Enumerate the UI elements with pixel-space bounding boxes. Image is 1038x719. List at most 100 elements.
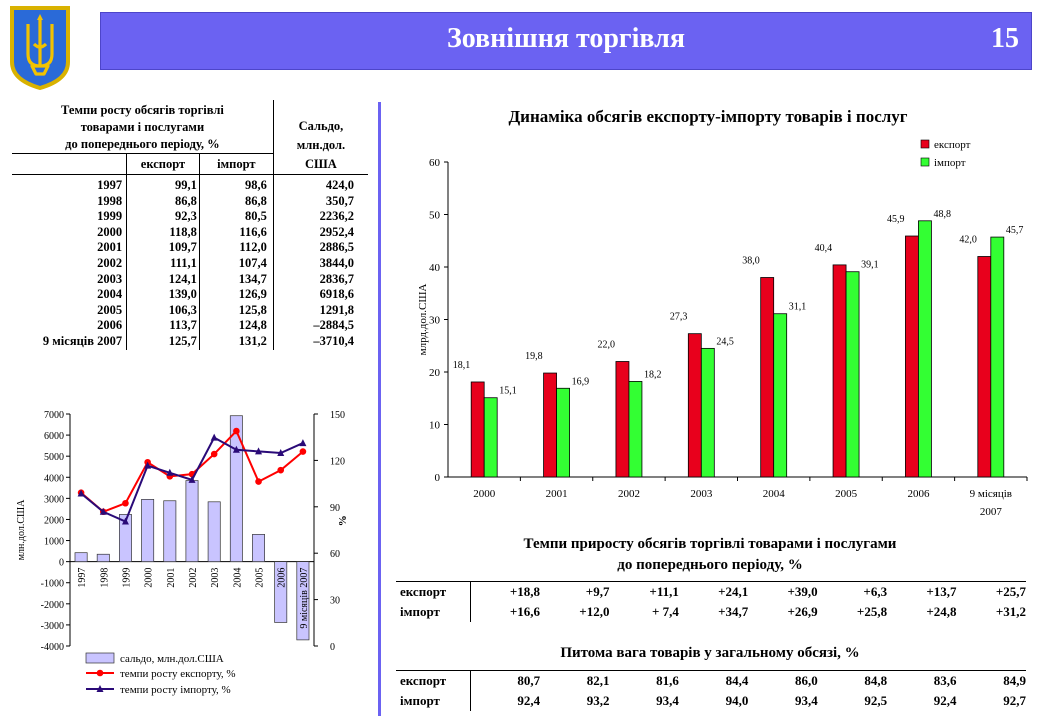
x-tick-label: 1999 (121, 568, 132, 588)
point-export-growth (255, 478, 262, 485)
left-tick-label: 6000 (44, 431, 64, 442)
x-tick-label: 2002 (618, 488, 640, 500)
bar-balance (274, 561, 288, 623)
value-cell: +31,2 (995, 604, 1026, 619)
bar-export (905, 235, 919, 478)
value-cell: +26,9 (787, 604, 818, 619)
growth-table-heading-line: до попереднього періоду, % (65, 137, 220, 151)
balance-cell: 6918,6 (319, 287, 354, 302)
x-tick-label: 2001 (546, 488, 568, 500)
bar-export (832, 264, 847, 478)
value-cell: +12,0 (579, 604, 610, 619)
value-cell: +11,1 (649, 584, 679, 599)
period-cell: 2005 (12, 302, 128, 319)
bar-balance (141, 499, 155, 562)
point-import-growth (232, 445, 240, 453)
y-tick-label: 0 (435, 472, 441, 484)
table-row: експорт 80,7 82,1 81,6 84,4 86,0 84,8 83,6 84,9 (396, 670, 1026, 691)
balance-heading-line: млн.дол. (296, 137, 346, 152)
data-label: 22,0 (597, 340, 615, 351)
import-growth-cell: 98,6 (199, 174, 274, 194)
x-tick-label: 1997 (77, 568, 88, 588)
data-label: 45,9 (887, 214, 905, 225)
x-tick-label: 2000 (473, 488, 496, 500)
table-row: 2002 111,1 107,4 3844,0 (12, 255, 368, 272)
y-tick-label: 50 (429, 210, 441, 222)
table-row: 1998 86,8 86,8 350,7 (12, 193, 368, 210)
bar-export (687, 333, 702, 478)
bar-export (760, 277, 775, 478)
point-import-growth (299, 439, 307, 447)
balance-cell: –2884,5 (313, 318, 354, 333)
left-tick-label: -3000 (41, 621, 64, 632)
bar-balance (96, 553, 110, 562)
left-tick-label: 1000 (44, 537, 64, 548)
point-export-growth (277, 466, 285, 474)
period-cell: 2002 (12, 255, 128, 272)
right-tick-label: 30 (330, 596, 340, 607)
value-cell: 86,0 (794, 673, 818, 688)
balance-growth-combo-chart: -4000 -3000 -2000 -1000 0 1000 2000 3000 4000 500… (16, 410, 349, 696)
balance-heading-line: США (305, 156, 337, 171)
x-tick-label: 2005 (835, 488, 858, 500)
right-tick-label: 60 (330, 549, 340, 560)
left-tick-label: 3000 (44, 494, 64, 505)
balance-heading: Сальдо, млн.дол. США (273, 100, 368, 175)
row-label: імпорт (396, 691, 471, 711)
y-tick-label: 20 (429, 367, 441, 379)
bar-import (773, 313, 788, 478)
right-tick-label: 90 (330, 503, 340, 514)
left-axis-label: млн.дол.США (16, 499, 27, 560)
value-cell: 83,6 (933, 673, 957, 688)
value-cell: 93,2 (586, 693, 610, 708)
export-growth-cell: 92,3 (126, 209, 200, 225)
x-tick-label: 2000 (144, 568, 155, 588)
export-growth-cell: 106,3 (126, 302, 200, 319)
left-tick-label: 5000 (44, 452, 64, 463)
x-tick-label: 2004 (232, 568, 243, 588)
y-tick-label: 40 (429, 262, 441, 274)
x-tick-label: 9 місяців 2007 (299, 568, 310, 629)
bar-import (556, 387, 570, 478)
point-import-growth (77, 489, 85, 497)
balance-heading-line: Сальдо, (298, 118, 344, 133)
point-import-growth (255, 447, 263, 455)
data-label: 16,9 (572, 376, 590, 387)
import-growth-cell: 116,6 (199, 224, 274, 241)
export-growth-cell: 118,8 (126, 224, 200, 241)
export-growth-cell: 124,1 (126, 271, 200, 288)
data-label: 19,8 (525, 351, 543, 362)
export-growth-cell: 113,7 (126, 318, 200, 334)
bar-import (628, 381, 643, 478)
row-label: експорт (396, 581, 471, 602)
x-tick-label: 2006 (907, 488, 930, 500)
legend-label: експорт (934, 139, 971, 151)
growth-table-heading-line: Темпи росту обсягів торгівлі (61, 103, 224, 117)
col-import-header: імпорт (199, 153, 274, 175)
value-cell: 80,7 (517, 673, 541, 688)
point-export-growth (210, 450, 218, 458)
growth-table-body: 1997 99,1 98,6 424,0 1998 86,8 86,8 350,7 1999 92… (12, 174, 368, 350)
right-tick-label: 150 (330, 410, 345, 421)
table-row: 1999 92,3 80,5 2236,2 (12, 209, 368, 225)
x-tick-label: 1998 (99, 568, 110, 588)
balance-cell: 1291,8 (319, 302, 354, 317)
data-label: 15,1 (499, 386, 517, 397)
bar-import (483, 397, 498, 478)
balance-cell: 3844,0 (319, 255, 354, 270)
value-cell: +25,7 (995, 584, 1026, 599)
point-import-growth (121, 517, 129, 525)
legend-swatch-balance (85, 652, 115, 664)
page-title: Зовнішня торгівля (446, 23, 686, 54)
point-import-growth (188, 475, 196, 483)
legend-swatch (920, 157, 930, 167)
y-axis-label: млрд.дол.США (417, 284, 429, 356)
bar-import (700, 347, 715, 478)
y-tick-label: 30 (429, 315, 441, 327)
legend-marker-export (96, 669, 104, 677)
period-cell: 1998 (12, 193, 128, 210)
increment-title-line: до попереднього періоду, % (617, 557, 803, 573)
x-tick-label: 2006 (277, 568, 288, 588)
balance-cell: 2886,5 (319, 240, 354, 255)
increment-table: експорт +18,8 +9,7 +11,1 +24,1 +39,0 +6,3 +13,7… (396, 581, 1026, 622)
